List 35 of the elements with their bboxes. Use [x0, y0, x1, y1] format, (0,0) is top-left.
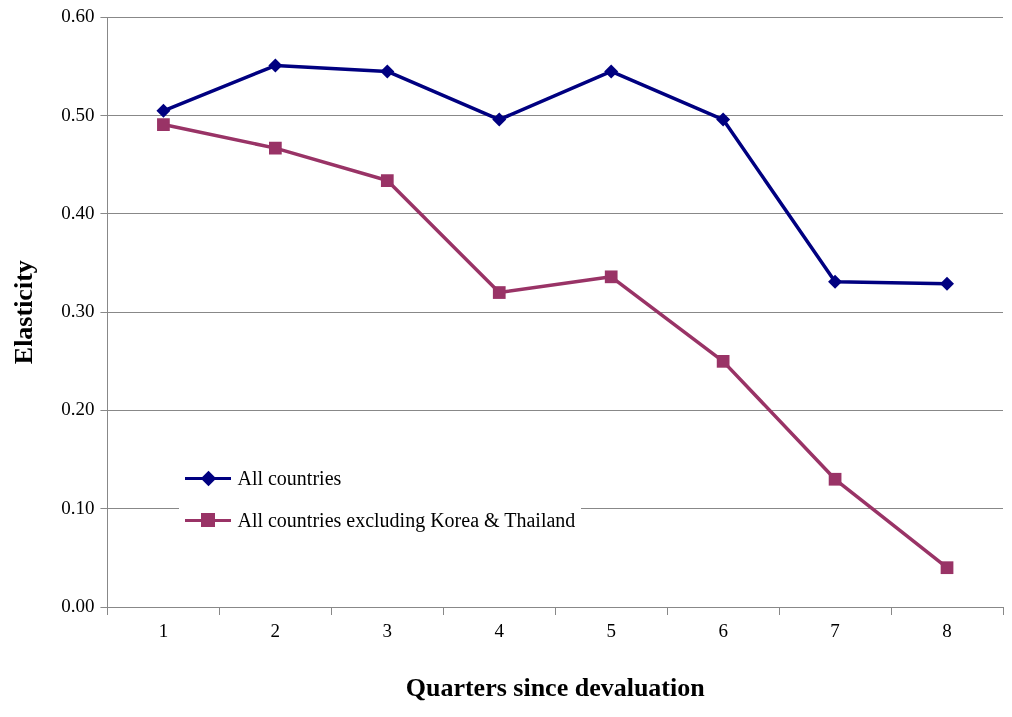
x-tick-label: 2 [270, 620, 281, 642]
y-tick-label: 0.10 [61, 496, 95, 518]
y-tick-label: 0.60 [61, 5, 95, 27]
point [604, 64, 619, 79]
x-axis-title: Quarters since devaluation [405, 673, 706, 703]
x-tick-label: 6 [718, 620, 728, 642]
y-tick-label: 0.30 [61, 300, 95, 322]
x-tick-label: 4 [494, 620, 505, 642]
x-tick-label: 3 [382, 620, 393, 642]
point [269, 141, 282, 155]
x-tick-label: 8 [942, 620, 952, 642]
y-tick-label: 0.00 [61, 594, 95, 616]
x-tick-label: 5 [606, 620, 616, 642]
y-axis-title: Elasticity [9, 260, 39, 365]
point [157, 118, 170, 131]
point [716, 112, 731, 127]
point [380, 174, 394, 187]
point [828, 472, 842, 486]
point [940, 276, 955, 291]
y-tick-label: 0.40 [61, 201, 95, 223]
y-tick-label: 0.50 [61, 103, 95, 125]
legend-label: All countries [237, 467, 342, 491]
legend-label: All countries excluding Korea & Thailand [237, 509, 576, 533]
point [716, 354, 730, 368]
y-tick-label: 0.20 [61, 398, 95, 420]
point [828, 274, 843, 289]
point [156, 103, 171, 118]
x-tick-label: 7 [830, 620, 840, 642]
x-tick-label: 1 [158, 620, 169, 642]
point [268, 58, 283, 73]
point [492, 286, 506, 299]
point [940, 561, 954, 575]
point [380, 64, 395, 79]
point [492, 112, 507, 127]
point [604, 270, 618, 284]
